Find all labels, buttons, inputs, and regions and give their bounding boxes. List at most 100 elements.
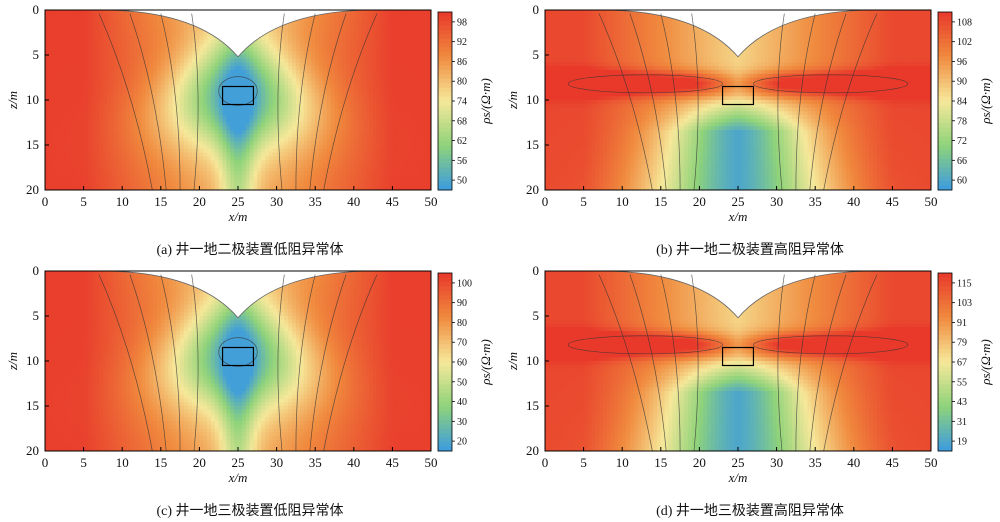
heatmap-cell — [153, 40, 158, 45]
heatmap-cell — [330, 58, 336, 64]
heatmap-cell — [52, 51, 58, 56]
heatmap-cell — [137, 58, 143, 64]
heatmap-cell — [114, 137, 119, 142]
heatmap-cell — [272, 36, 278, 41]
heatmap-cell — [334, 70, 339, 75]
heatmap-cell — [91, 118, 96, 124]
heatmap-cell — [214, 77, 220, 82]
heatmap-cell — [87, 160, 92, 165]
heatmap-cell — [48, 122, 54, 127]
heatmap-cell — [388, 103, 393, 109]
heatmap-cell — [118, 10, 123, 15]
heatmap-cell — [191, 175, 197, 180]
heatmap-cell — [334, 126, 339, 131]
heatmap-cell — [95, 25, 100, 30]
heatmap-cell — [249, 81, 255, 86]
heatmap-cell — [338, 111, 343, 116]
heatmap-cell — [164, 182, 170, 187]
heatmap-cell — [365, 10, 370, 15]
heatmap-cell — [369, 47, 374, 52]
heatmap-cell — [319, 163, 324, 169]
heatmap-cell — [330, 141, 336, 146]
heatmap-cell — [199, 156, 204, 161]
heatmap-cell — [299, 167, 305, 172]
heatmap-cell — [261, 186, 266, 190]
heatmap-cell — [72, 47, 77, 52]
heatmap-cell — [427, 28, 431, 34]
heatmap-cell — [253, 85, 258, 90]
heatmap-cell — [415, 13, 421, 19]
heatmap-cell — [384, 182, 390, 187]
heatmap-cell — [207, 66, 212, 71]
heatmap-cell — [396, 103, 401, 109]
heatmap-cell — [191, 145, 197, 150]
heatmap-cell — [276, 111, 282, 116]
heatmap-cell — [129, 62, 135, 67]
heatmap-cell — [353, 51, 359, 56]
heatmap-cell — [373, 115, 378, 120]
heatmap-cell — [75, 182, 81, 187]
heatmap-cell — [548, 66, 554, 71]
heatmap-cell — [365, 163, 370, 169]
heatmap-cell — [102, 148, 108, 154]
heatmap-cell — [361, 130, 366, 135]
heatmap-cell — [199, 85, 204, 90]
heatmap-cell — [334, 178, 339, 184]
heatmap-cell — [203, 70, 208, 75]
heatmap-cell — [102, 77, 108, 82]
heatmap-cell — [545, 137, 550, 142]
heatmap-cell — [106, 178, 112, 184]
heatmap-cell — [176, 81, 181, 86]
heatmap-cell — [114, 73, 119, 79]
heatmap-cell — [376, 13, 382, 19]
heatmap-cell — [126, 126, 131, 131]
heatmap-cell — [210, 175, 216, 180]
heatmap-cell — [141, 51, 146, 56]
heatmap-cell — [241, 92, 247, 97]
heatmap-cell — [311, 186, 316, 190]
heatmap-cell — [45, 122, 50, 127]
heatmap-cell — [145, 13, 150, 19]
heatmap-cell — [52, 111, 58, 116]
heatmap-cell — [380, 118, 386, 124]
heatmap-cell — [95, 175, 100, 180]
heatmap-cell — [45, 10, 50, 15]
heatmap-cell — [288, 122, 293, 127]
heatmap-cell — [407, 88, 413, 94]
heatmap-cell — [295, 47, 301, 52]
heatmap-cell — [357, 85, 363, 90]
heatmap-cell — [419, 51, 424, 56]
heatmap-cell — [168, 25, 173, 30]
heatmap-cell — [226, 163, 231, 169]
heatmap-cell — [156, 85, 162, 90]
heatmap-cell — [369, 145, 374, 150]
heatmap-cell — [95, 58, 100, 64]
heatmap-cell — [110, 96, 116, 101]
heatmap-cell — [280, 141, 285, 146]
heatmap-cell — [60, 115, 65, 120]
heatmap-cell — [349, 43, 355, 49]
heatmap-cell — [400, 17, 405, 22]
heatmap-cell — [110, 100, 116, 105]
heatmap-cell — [230, 118, 235, 124]
heatmap-cell — [210, 43, 216, 49]
heatmap-cell — [288, 156, 293, 161]
heatmap-cell — [303, 25, 309, 30]
heatmap-cell — [149, 115, 154, 120]
heatmap-cell — [238, 62, 243, 67]
heatmap-cell — [303, 122, 309, 127]
heatmap-cell — [365, 156, 370, 161]
heatmap-cell — [133, 156, 139, 161]
heatmap-cell — [407, 73, 413, 79]
colorbar-swatch — [438, 69, 452, 75]
heatmap-cell — [261, 55, 266, 60]
heatmap-cell — [353, 148, 359, 154]
heatmap-cell — [411, 96, 417, 101]
heatmap-cell — [218, 122, 224, 127]
heatmap-cell — [210, 77, 216, 82]
heatmap-cell — [133, 70, 139, 75]
heatmap-cell — [60, 148, 65, 154]
heatmap-cell — [102, 137, 108, 142]
heatmap-cell — [253, 107, 258, 112]
heatmap-cell — [214, 96, 220, 101]
